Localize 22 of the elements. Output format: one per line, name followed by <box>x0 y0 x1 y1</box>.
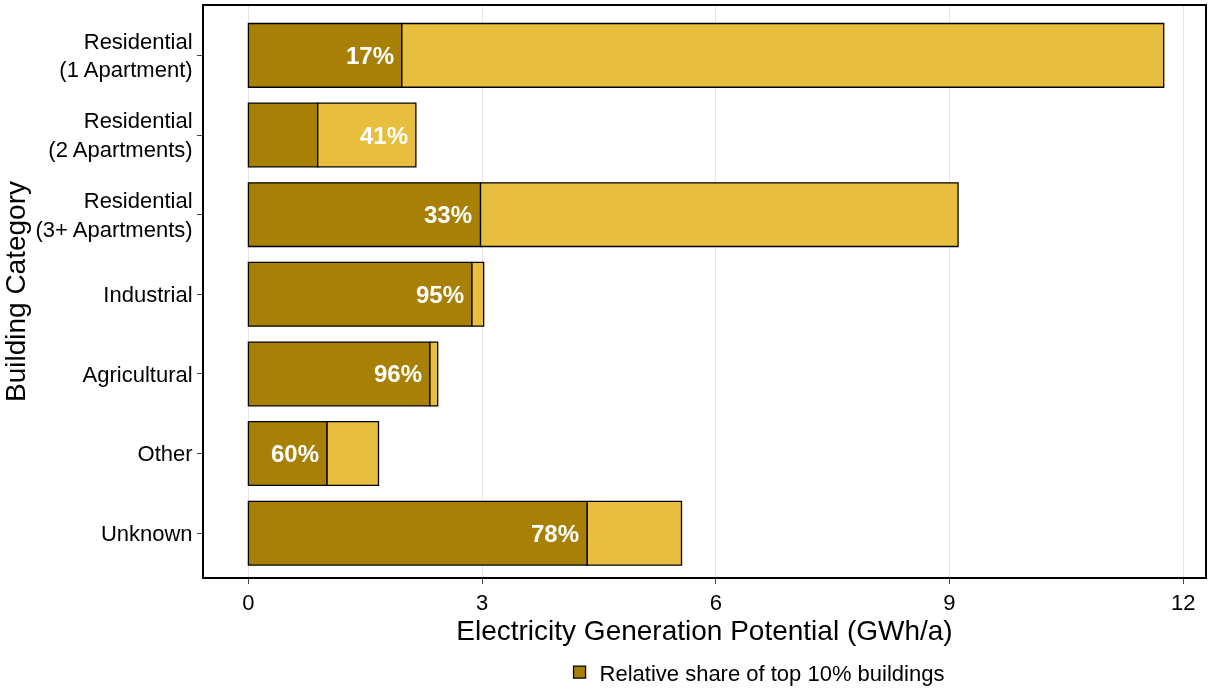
y-tick-label: Industrial <box>103 281 193 307</box>
y-tick-label: Unknown <box>100 520 193 546</box>
annotation: 17% <box>346 42 395 69</box>
y-tick-label: Agricultural <box>82 361 193 387</box>
y-tick-label: Other <box>137 441 193 467</box>
y-tick-label: Residential (1 Apartment) <box>59 28 193 83</box>
x-tick-label: 6 <box>709 590 722 616</box>
annotation: 41% <box>360 122 409 149</box>
y-tick-label: Residential (3+ Apartments) <box>35 188 193 242</box>
y-tick-label: Residential (2 Apartments) <box>48 108 193 163</box>
x-tick-label: 0 <box>242 590 255 616</box>
x-tick-label: 3 <box>475 590 489 616</box>
legend-label: Relative share of top 10% buildings <box>599 660 945 686</box>
x-tick-label: 12 <box>1170 590 1196 616</box>
annotation: 95% <box>416 281 465 308</box>
annotation: 78% <box>531 520 580 547</box>
y-axis-title: Building Category <box>0 180 31 403</box>
annotation: 33% <box>424 201 473 228</box>
annotation: 60% <box>271 440 320 467</box>
annotation: 96% <box>374 360 423 387</box>
x-axis-title: Electricity Generation Potential (GWh/a) <box>456 615 953 647</box>
x-tick-label: 9 <box>943 590 956 616</box>
